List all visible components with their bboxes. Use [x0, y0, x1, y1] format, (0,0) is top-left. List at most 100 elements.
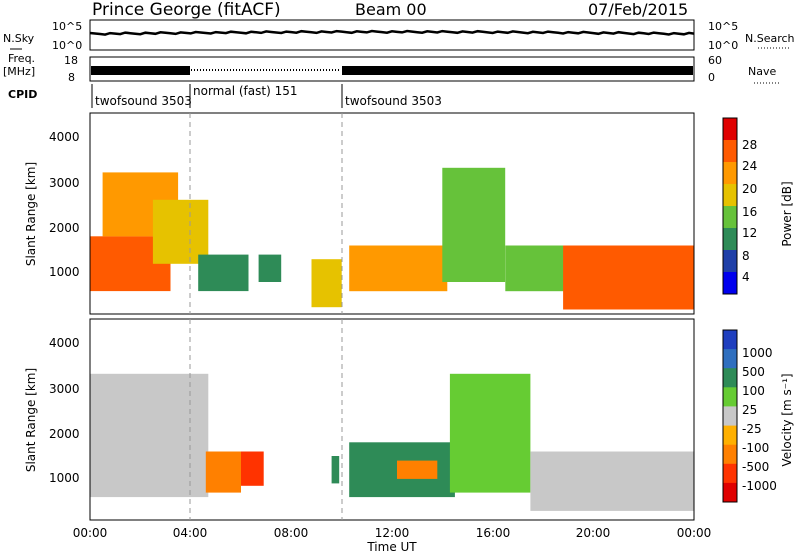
- freq-bar-2: [342, 66, 693, 75]
- power-colorbar-swatch-7: [723, 272, 737, 295]
- velocity-cbar-tick-100: 100: [742, 384, 765, 398]
- time-tick-24: 00:00: [677, 526, 712, 540]
- velocity-region-2: [241, 451, 264, 486]
- power-cbar-tick-20: 20: [742, 182, 757, 196]
- velocity-ytick-4000: 4000: [49, 336, 80, 350]
- power-cbar-tick-28: 28: [742, 138, 757, 152]
- power-cbar-label: Power [dB]: [780, 181, 794, 246]
- noise-tick-bottom-right: 10^0: [708, 39, 738, 52]
- noise-strip: N.Sky 10^5 10^0 10^5 10^0 N.Search: [3, 19, 795, 52]
- date-title: 07/Feb/2015: [588, 0, 688, 19]
- power-data: [90, 167, 694, 310]
- velocity-region-1: [205, 451, 241, 493]
- velocity-colorbar-swatch-4: [723, 406, 737, 426]
- power-region-6: [349, 245, 448, 292]
- time-axis-label: Time UT: [366, 540, 417, 554]
- nave-tick-bottom: 0: [708, 71, 715, 84]
- velocity-ytick-3000: 3000: [49, 382, 80, 396]
- power-ytick-3000: 3000: [49, 176, 80, 190]
- velocity-colorbar-swatch-1: [723, 349, 737, 369]
- velocity-cbar-tick-neg25: -25: [742, 422, 762, 436]
- time-tick-12: 12:00: [375, 526, 410, 540]
- velocity-colorbar-swatch-3: [723, 387, 737, 407]
- frequency-strip: Freq. [MHz] 18 8 60 0 Nave: [3, 52, 780, 84]
- power-region-2: [152, 199, 209, 264]
- power-cbar-tick-16: 16: [742, 205, 757, 219]
- velocity-cbar-tick-neg1000: -1000: [742, 479, 777, 493]
- cpid-strip: CPID twofsound 3503 normal (fast) 151 tw…: [8, 84, 442, 108]
- power-region-7: [442, 167, 506, 282]
- velocity-colorbar-swatch-6: [723, 444, 737, 465]
- freq-tick-bottom: 8: [68, 71, 75, 84]
- velocity-panel-frame: [89, 318, 695, 521]
- velocity-colorbar-swatch-5: [723, 425, 737, 446]
- beam-title: Beam 00: [355, 0, 427, 19]
- power-panel: Slant Range [km] 1000 2000 3000 4000 Pow…: [24, 112, 794, 315]
- freq-bar-1: [91, 66, 190, 75]
- power-ytick-4000: 4000: [49, 130, 80, 144]
- power-ytick-1000: 1000: [49, 265, 80, 279]
- power-colorbar-swatch-0: [723, 118, 737, 141]
- noise-tick-bottom-left: 10^0: [52, 39, 82, 52]
- velocity-colorbar: [722, 329, 738, 503]
- velocity-ylabel: Slant Range [km]: [24, 368, 38, 472]
- power-region-8: [505, 245, 569, 292]
- velocity-colorbar-frame: [722, 329, 738, 503]
- power-ytick-2000: 2000: [49, 221, 80, 235]
- station-title: Prince George (fitACF): [92, 0, 281, 20]
- velocity-cbar-tick-neg500: -500: [742, 460, 769, 474]
- power-cbar-tick-4: 4: [742, 270, 750, 284]
- velocity-cbar-label: Velocity [m s⁻¹]: [780, 373, 794, 466]
- power-cbar-tick-24: 24: [742, 159, 757, 173]
- time-tick-0: 00:00: [73, 526, 108, 540]
- power-colorbar: [722, 117, 738, 295]
- cpid-segment-1: twofsound 3503: [95, 94, 192, 108]
- velocity-region-6: [449, 373, 531, 493]
- nsearch-label: N.Search: [745, 32, 795, 45]
- power-region-9: [563, 245, 694, 310]
- nsky-label: N.Sky: [3, 32, 35, 45]
- velocity-colorbar-swatch-8: [723, 482, 737, 503]
- power-panel-frame: [89, 112, 695, 315]
- power-colorbar-swatch-5: [723, 228, 737, 251]
- power-ylabel: Slant Range [km]: [24, 162, 38, 266]
- velocity-ytick-1000: 1000: [49, 471, 80, 485]
- velocity-colorbar-swatch-7: [723, 463, 737, 484]
- velocity-colorbar-swatch-0: [723, 330, 737, 350]
- velocity-colorbar-swatch-2: [723, 368, 737, 388]
- power-region-5: [311, 259, 342, 308]
- velocity-ytick-2000: 2000: [49, 427, 80, 441]
- time-tick-8: 08:00: [274, 526, 309, 540]
- noise-sky-line: [89, 29, 695, 36]
- noise-tick-top-right: 10^5: [708, 20, 738, 33]
- velocity-region-3: [331, 456, 340, 484]
- velocity-cbar-tick-1000: 1000: [742, 346, 773, 360]
- velocity-cbar-tick-500: 500: [742, 365, 765, 379]
- velocity-cbar-tick-25: 25: [742, 403, 757, 417]
- power-cbar-tick-12: 12: [742, 226, 757, 240]
- cpid-label: CPID: [8, 88, 37, 101]
- freq-tick-top: 18: [64, 54, 78, 67]
- power-colorbar-frame: [722, 117, 738, 295]
- nave-tick-top: 60: [708, 54, 722, 67]
- power-colorbar-swatch-2: [723, 162, 737, 185]
- time-axis: 00:00 04:00 08:00 12:00 16:00 20:00 00:0…: [73, 526, 712, 554]
- velocity-data: [90, 373, 694, 511]
- power-colorbar-swatch-4: [723, 206, 737, 229]
- velocity-panel: Slant Range [km] 1000 2000 3000 4000 Vel…: [24, 318, 794, 521]
- time-tick-16: 16:00: [476, 526, 511, 540]
- power-region-3: [198, 254, 249, 292]
- freq-label-1: Freq.: [8, 52, 35, 65]
- freq-label-2: [MHz]: [3, 65, 35, 78]
- power-colorbar-swatch-3: [723, 184, 737, 207]
- velocity-region-7: [530, 451, 694, 511]
- time-tick-4: 04:00: [173, 526, 208, 540]
- cpid-segment-2: normal (fast) 151: [193, 84, 297, 98]
- cpid-segment-3: twofsound 3503: [345, 94, 442, 108]
- power-colorbar-swatch-6: [723, 250, 737, 273]
- noise-tick-top-left: 10^5: [52, 20, 82, 33]
- velocity-cbar-tick-neg100: -100: [742, 441, 769, 455]
- power-cbar-tick-8: 8: [742, 249, 750, 263]
- velocity-region-5: [397, 460, 438, 479]
